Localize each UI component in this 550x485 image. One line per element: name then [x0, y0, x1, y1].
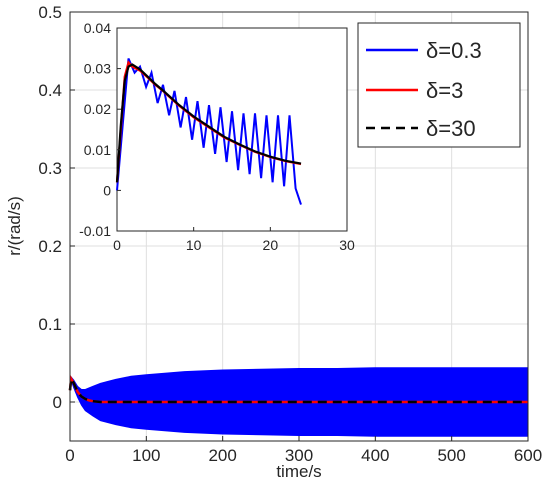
inset-x-tick-label: 10: [186, 237, 202, 253]
inset-x-tick-label: 30: [339, 237, 355, 253]
y-axis-label: r/(rad/s): [5, 196, 24, 256]
inset-plot-area: [116, 27, 348, 232]
x-tick-label: 600: [514, 446, 542, 465]
y-tick-label: 0.5: [38, 3, 62, 22]
inset-y-tick-label: 0: [103, 182, 111, 198]
x-tick-label: 300: [285, 446, 313, 465]
x-tick-label: 500: [437, 446, 465, 465]
y-tick-label: 0: [53, 393, 62, 412]
x-tick-label: 400: [361, 446, 389, 465]
legend-label-1: δ=3: [426, 78, 463, 103]
y-tick-label: 0.1: [38, 315, 62, 334]
inset-y-tick-label: 0.01: [84, 142, 111, 158]
legend-box: [357, 22, 521, 148]
legend-label-0: δ=0.3: [426, 38, 482, 63]
y-tick-label: 0.3: [38, 159, 62, 178]
y-tick-label: 0.4: [38, 81, 62, 100]
y-tick-label: 0.2: [38, 237, 62, 256]
legend: δ=0.3 δ=3 δ=30: [357, 22, 521, 148]
inset-series-group: [115, 58, 302, 205]
main-series-group: [68, 367, 529, 437]
legend-label-2: δ=30: [426, 116, 476, 141]
x-tick-label: 100: [132, 446, 160, 465]
series-line-2: [68, 374, 528, 404]
inset-y-tick-label: 0.02: [84, 101, 111, 117]
inset-y-tick-label: 0.04: [84, 20, 111, 36]
inset-y-tick-label: -0.01: [79, 223, 111, 239]
inset-series-line-2: [115, 63, 302, 183]
inset-x-tick-label: 20: [263, 237, 279, 253]
x-tick-label: 200: [208, 446, 236, 465]
x-axis-label: time/s: [276, 462, 321, 481]
inset-x-tick-label: 0: [113, 237, 121, 253]
x-tick-label: 0: [65, 446, 74, 465]
inset-y-tick-label: 0.03: [84, 61, 111, 77]
